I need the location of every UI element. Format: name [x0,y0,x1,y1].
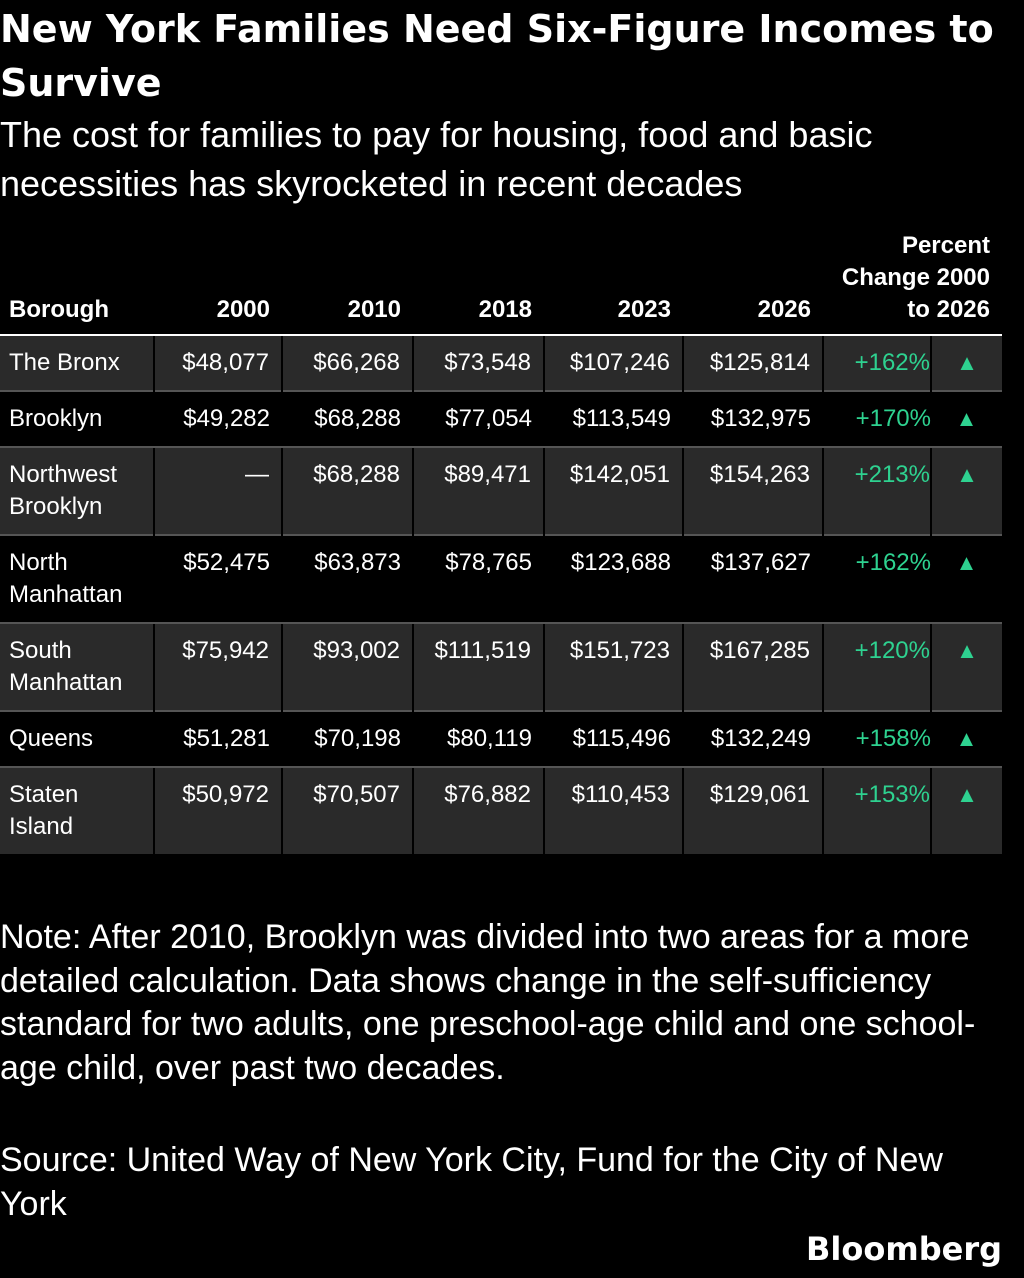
cell: $93,002 [281,622,413,711]
borough: Brooklyn [0,390,154,447]
borough: North Manhattan [0,534,154,623]
column-header: 2026 [683,230,823,336]
cell: $51,281 [154,710,282,767]
cell: $48,077 [153,334,282,391]
cell: $73,548 [412,334,544,391]
cell: $77,054 [413,390,544,447]
cell: $123,688 [544,534,683,623]
cell: $129,061 [682,766,823,854]
cell: $63,873 [282,534,413,623]
up-arrow: ▲ [930,622,1002,711]
percent-change: +162% [823,534,931,623]
cell: $132,975 [683,390,823,447]
table-row: Staten Island $50,972 $70,507 $76,882 $110,4… [0,766,1002,854]
cell: $78,765 [413,534,544,623]
table-row: South Manhattan $75,942 $93,002 $111,519 $15… [0,622,1002,711]
percent-change: +153% [822,766,931,854]
cell: $125,814 [682,334,823,391]
title: New York Families Need Six-Figure Income… [0,7,994,105]
note: Note: After 2010, Brooklyn was divided i… [0,918,976,1087]
column-header: 2000 [154,230,282,336]
table-body: The Bronx $48,077 $66,268 $73,548 $107,246 $1… [0,334,1002,854]
column-header: Percent Change 2000 to 2026 [823,230,1002,336]
cell: $75,942 [153,622,282,711]
cell: $50,972 [153,766,282,854]
table-row: North Manhattan $52,475 $63,873 $78,765 $123… [0,534,1002,623]
column-header: 2010 [282,230,413,336]
column-header: 2018 [413,230,544,336]
column-header: Borough [0,230,154,336]
cell: $52,475 [154,534,282,623]
up-arrow: ▲ [930,334,1002,391]
cell: $110,453 [543,766,683,854]
table-row: Northwest Brooklyn — $68,288 $89,471 $142,05… [0,446,1002,535]
cell: $151,723 [543,622,683,711]
cell: $132,249 [683,710,823,767]
cell: $137,627 [683,534,823,623]
borough: Staten Island [0,766,154,854]
cell: $142,051 [543,446,683,535]
up-arrow: ▲ [931,710,1002,767]
borough: The Bronx [0,334,154,391]
cell: $89,471 [412,446,544,535]
subtitle: The cost for families to pay for housing… [0,114,873,204]
cell: $107,246 [543,334,683,391]
cell: $68,288 [282,390,413,447]
table-row: The Bronx $48,077 $66,268 $73,548 $107,246 $1… [0,334,1002,391]
cell: $70,507 [281,766,413,854]
cell: $80,119 [413,710,544,767]
cell: $115,496 [544,710,683,767]
cell: $66,268 [281,334,413,391]
cell: $70,198 [282,710,413,767]
up-arrow: ▲ [931,390,1002,447]
percent-change: +158% [823,710,931,767]
header-row: Borough 2000 2010 2018 2023 2026 Percent Chang… [0,230,1002,336]
percent-change: +170% [823,390,931,447]
cell: $113,549 [544,390,683,447]
data-table: Borough 2000 2010 2018 2023 2026 Percent Chang… [0,230,1002,854]
cell: $167,285 [682,622,823,711]
table-row: Brooklyn $49,282 $68,288 $77,054 $113,549 $13… [0,390,1002,447]
cell: $49,282 [154,390,282,447]
cell: $154,263 [682,446,823,535]
column-header: 2023 [544,230,683,336]
cell: — [153,446,282,535]
percent-change: +162% [822,334,931,391]
borough: Queens [0,710,154,767]
cell: $76,882 [412,766,544,854]
logo: Bloomberg [806,1230,1002,1268]
table-row: Queens $51,281 $70,198 $80,119 $115,496 $132,… [0,710,1002,767]
cell: $111,519 [412,622,544,711]
up-arrow: ▲ [930,766,1002,854]
borough: Northwest Brooklyn [0,446,154,535]
borough: South Manhattan [0,622,154,711]
source: Source: United Way of New York City, Fun… [0,1141,943,1223]
up-arrow: ▲ [930,446,1002,535]
up-arrow: ▲ [931,534,1002,623]
percent-change: +213% [822,446,931,535]
percent-change: +120% [822,622,931,711]
cell: $68,288 [281,446,413,535]
